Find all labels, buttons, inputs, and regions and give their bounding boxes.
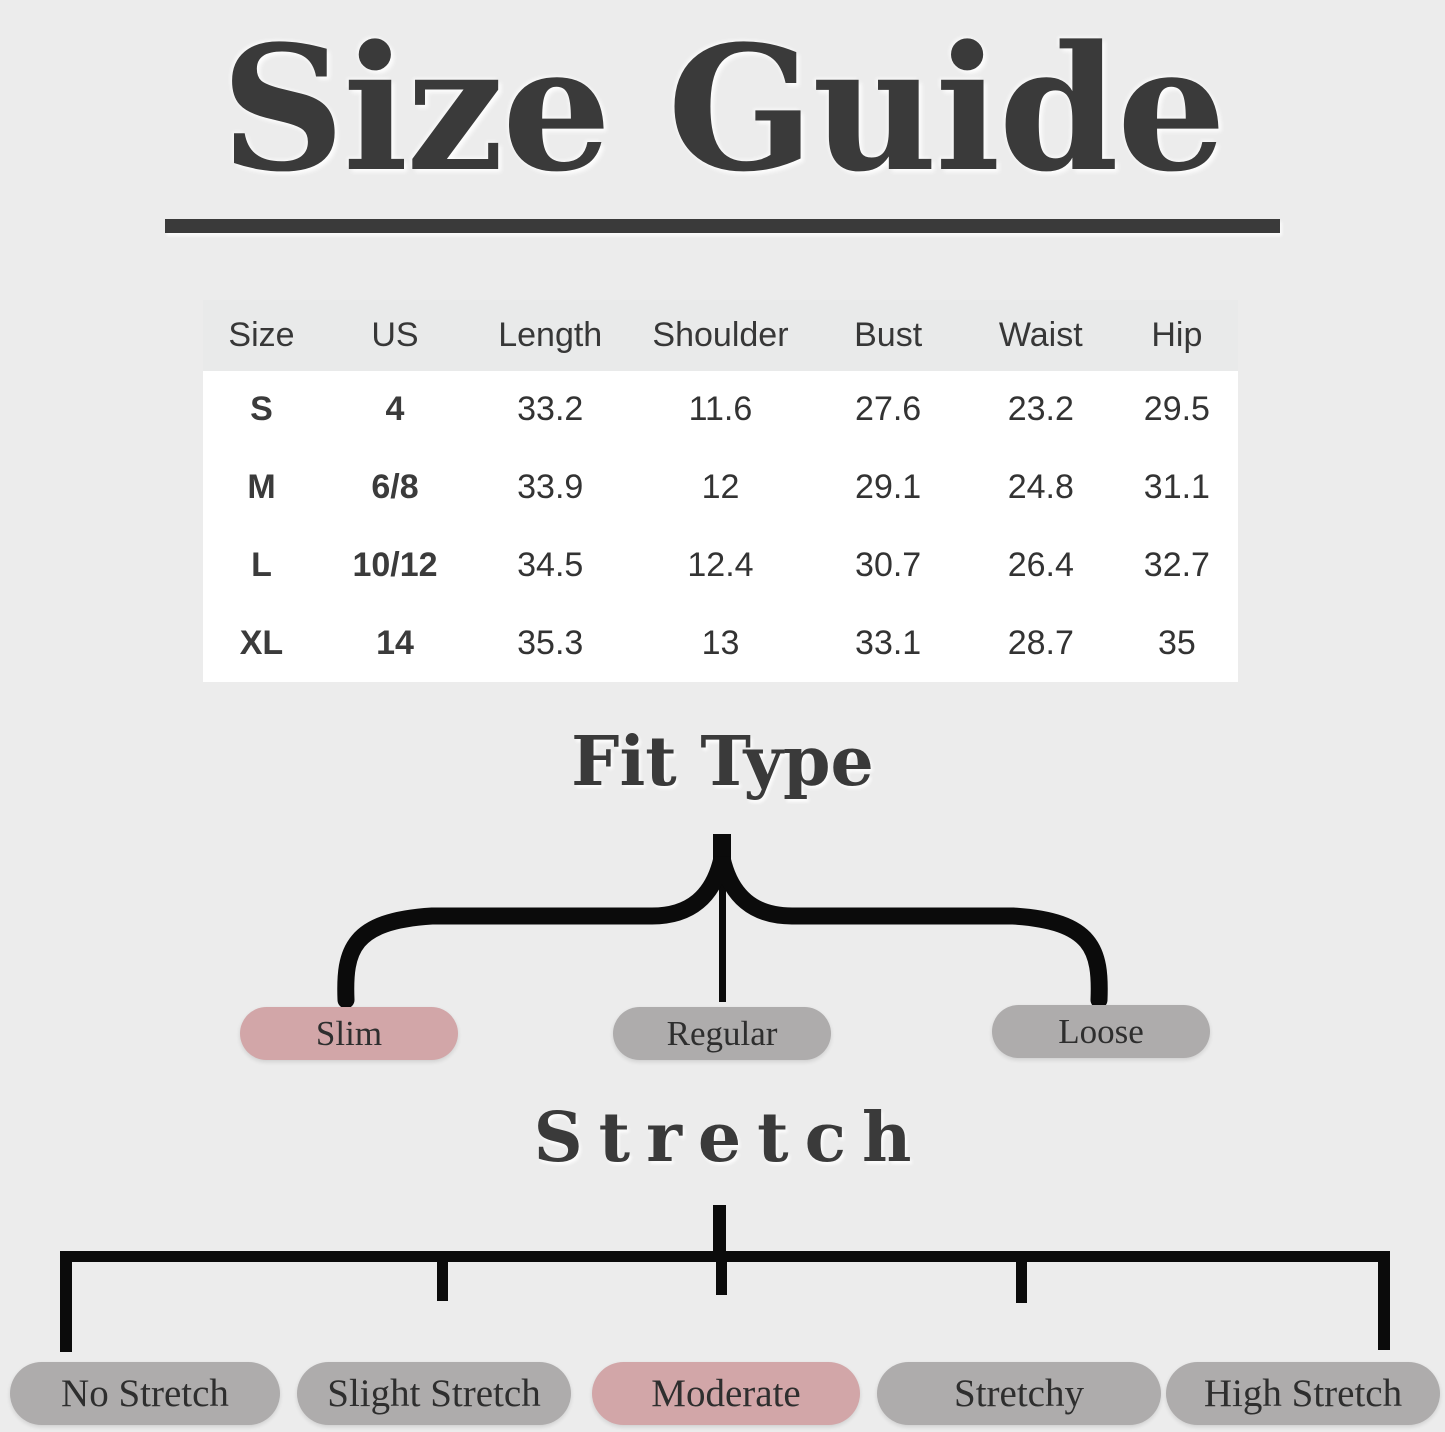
cell-length: 33.9	[517, 468, 584, 507]
fit-option-label: Slim	[315, 1013, 383, 1053]
cell-size: M	[247, 468, 276, 507]
stretch-option-label: Moderate	[651, 1372, 801, 1415]
column-header-waist: Waist	[998, 316, 1083, 354]
fit-option-loose: Loose	[992, 1005, 1210, 1058]
cell-shoulder: 13	[701, 623, 740, 662]
cell-shoulder: 12	[701, 468, 740, 507]
cell-size: L	[251, 545, 272, 584]
column-header-size: Size	[228, 316, 295, 354]
column-header-length: Length	[498, 316, 603, 354]
cell-length: 35.3	[517, 623, 584, 662]
stretch-option-high-stretch: High Stretch	[1166, 1362, 1440, 1425]
fit-option-label: Loose	[1058, 1011, 1144, 1051]
stretch-option-no-stretch: No Stretch	[10, 1362, 280, 1425]
stretch-tree-connector	[60, 1205, 1390, 1352]
column-header-hip: Hip	[1151, 316, 1203, 354]
cell-us: 14	[376, 623, 414, 662]
fit-type-heading: Fit Type	[571, 722, 874, 802]
column-header-shoulder: Shoulder	[652, 316, 789, 354]
cell-bust: 27.6	[855, 390, 922, 429]
fit-option-slim: Slim	[240, 1007, 458, 1060]
cell-shoulder: 12.4	[687, 545, 754, 584]
cell-hip: 29.5	[1143, 390, 1210, 429]
page-title: Size Guide	[220, 7, 1227, 210]
stretch-option-label: High Stretch	[1203, 1372, 1403, 1415]
cell-hip: 35	[1157, 623, 1196, 662]
stretch-option-label: No Stretch	[61, 1372, 229, 1415]
stretch-option-label: Stretchy	[954, 1372, 1084, 1415]
table-row-m: M 6/8 33.9 12 29.1 24.8 31.1	[203, 468, 1238, 507]
cell-waist: 23.2	[1007, 390, 1074, 429]
cell-hip: 31.1	[1143, 468, 1210, 507]
table-header-row: Size US Length Shoulder Bust Waist Hip	[203, 300, 1238, 371]
stretch-option-stretchy: Stretchy	[877, 1362, 1161, 1425]
column-header-bust: Bust	[854, 316, 923, 354]
stretch-heading: Stretch	[533, 1098, 928, 1178]
fit-option-label: Regular	[666, 1013, 778, 1053]
cell-us: 6/8	[371, 468, 419, 507]
cell-waist: 28.7	[1007, 623, 1074, 662]
title-underline	[165, 219, 1280, 233]
stretch-option-slight-stretch: Slight Stretch	[297, 1362, 571, 1425]
cell-hip: 32.7	[1143, 545, 1210, 584]
fit-type-brace-connector	[337, 834, 1108, 1009]
cell-length: 33.2	[517, 390, 584, 429]
stretch-option-label: Slight Stretch	[327, 1372, 541, 1415]
cell-us: 10/12	[352, 545, 438, 584]
column-header-us: US	[371, 316, 419, 354]
fit-option-regular: Regular	[613, 1007, 831, 1060]
table-row-s: S 4 33.2 11.6 27.6 23.2 29.5	[203, 390, 1238, 429]
cell-bust: 30.7	[855, 545, 922, 584]
cell-size: XL	[239, 623, 284, 662]
cell-shoulder: 11.6	[688, 390, 753, 429]
cell-bust: 33.1	[855, 623, 922, 662]
table-row-l: L 10/12 34.5 12.4 30.7 26.4 32.7	[203, 546, 1238, 585]
table-body: S 4 33.2 11.6 27.6 23.2 29.5 M 6/8 33.9 …	[203, 371, 1238, 682]
cell-bust: 29.1	[855, 468, 922, 507]
cell-length: 34.5	[517, 545, 584, 584]
table-row-xl: XL 14 35.3 13 33.1 28.7 35	[203, 624, 1238, 663]
cell-us: 4	[385, 390, 405, 429]
stretch-option-moderate: Moderate	[592, 1362, 860, 1425]
cell-waist: 24.8	[1007, 468, 1074, 507]
cell-waist: 26.4	[1007, 545, 1074, 584]
cell-size: S	[250, 390, 273, 429]
size-measurement-table: Size US Length Shoulder Bust Waist Hip S…	[203, 300, 1238, 682]
